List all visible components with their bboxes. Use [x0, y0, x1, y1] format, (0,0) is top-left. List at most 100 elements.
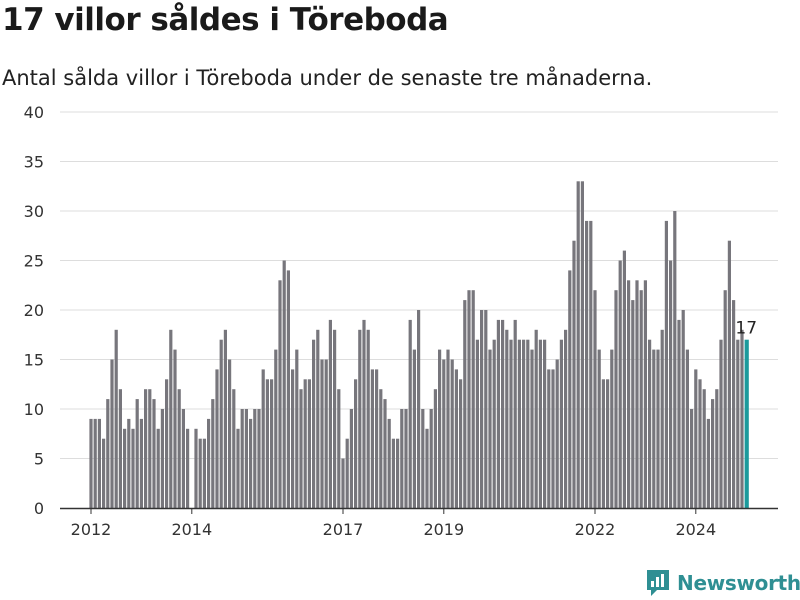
bar — [97, 418, 101, 508]
bar — [656, 349, 660, 508]
brand-logo[interactable]: Newsworthy — [645, 568, 800, 598]
highlight-bar — [744, 339, 749, 508]
bar — [425, 428, 429, 508]
bar — [391, 438, 395, 508]
bar — [505, 329, 509, 508]
bar — [694, 369, 698, 508]
bar — [152, 399, 156, 508]
x-tick-label: 2024 — [675, 520, 716, 539]
bar — [673, 211, 677, 508]
bar — [114, 329, 118, 508]
bar — [606, 379, 610, 508]
bar — [442, 359, 446, 508]
bar — [261, 369, 265, 508]
bar — [265, 379, 269, 508]
bar — [660, 329, 664, 508]
bar — [564, 329, 568, 508]
bar — [282, 260, 286, 508]
bar — [249, 418, 253, 508]
bar — [337, 389, 341, 508]
bar — [253, 409, 257, 508]
bar — [366, 329, 370, 508]
bar — [643, 280, 647, 508]
bar — [551, 369, 555, 508]
bar — [480, 310, 484, 508]
bar — [727, 240, 731, 508]
bar — [412, 349, 416, 508]
brand-name: Newsworthy — [677, 571, 800, 595]
bar — [299, 389, 303, 508]
bar — [421, 409, 425, 508]
bar — [627, 280, 631, 508]
bar — [349, 409, 353, 508]
bar — [186, 428, 190, 508]
bar — [194, 428, 198, 508]
bar — [635, 280, 639, 508]
bar — [698, 379, 702, 508]
bar — [102, 438, 106, 508]
bar — [358, 329, 362, 508]
bar — [354, 379, 358, 508]
x-tick-label: 2014 — [171, 520, 212, 539]
data-label: 17 — [735, 319, 757, 339]
bar — [244, 409, 248, 508]
bar — [429, 409, 433, 508]
bar — [526, 339, 530, 508]
bar — [379, 389, 383, 508]
y-tick-label: 15 — [24, 351, 44, 370]
bar — [312, 339, 316, 508]
bar — [706, 418, 710, 508]
bar — [408, 319, 412, 508]
bar — [454, 369, 458, 508]
bar — [538, 339, 542, 508]
bar — [240, 409, 244, 508]
bar — [534, 329, 538, 508]
bar — [732, 300, 736, 508]
bar — [459, 379, 463, 508]
bar — [585, 220, 589, 508]
bar — [652, 349, 656, 508]
bar — [286, 270, 290, 508]
x-tick-label: 2019 — [423, 520, 464, 539]
bar — [387, 418, 391, 508]
bar — [303, 379, 307, 508]
bar — [547, 369, 551, 508]
bar — [345, 438, 349, 508]
bar — [362, 319, 366, 508]
bar — [165, 379, 169, 508]
bar — [509, 339, 513, 508]
bar — [207, 418, 211, 508]
bar — [702, 389, 706, 508]
bar — [202, 438, 206, 508]
bar — [219, 339, 223, 508]
bar — [118, 389, 122, 508]
bar — [328, 319, 332, 508]
bar — [232, 389, 236, 508]
bar — [156, 428, 160, 508]
newsworthy-logo-icon — [647, 570, 669, 596]
bar-chart: 0 5 10 15 20 25 30 35 40 17 2012 2014 2017 2019 2022 20… — [24, 103, 778, 539]
bar — [601, 379, 605, 508]
bar — [341, 458, 345, 508]
bar — [198, 438, 202, 508]
page-subtitle: Antal sålda villor i Töreboda under de s… — [2, 66, 653, 90]
bar — [291, 369, 295, 508]
bar — [559, 339, 563, 508]
bar — [257, 409, 261, 508]
bar — [690, 409, 694, 508]
bar — [160, 409, 164, 508]
bar — [614, 290, 618, 508]
bar — [501, 319, 505, 508]
bar — [316, 329, 320, 508]
bar — [333, 329, 337, 508]
bar — [433, 389, 437, 508]
bar — [438, 349, 442, 508]
bar — [496, 319, 500, 508]
bar — [89, 418, 93, 508]
bar — [593, 290, 597, 508]
bar — [123, 428, 127, 508]
bar — [173, 349, 177, 508]
bar — [211, 399, 215, 508]
bar — [375, 369, 379, 508]
bar — [307, 379, 311, 508]
